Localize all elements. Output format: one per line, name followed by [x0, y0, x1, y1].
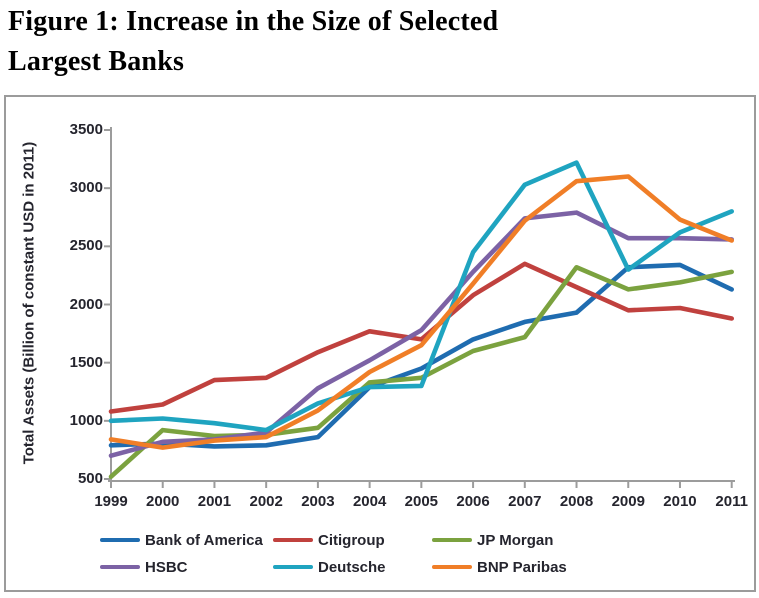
x-tick-label: 2006 — [456, 493, 490, 510]
legend-item-bank-of-america: Bank of America — [100, 530, 263, 550]
x-tick-label: 2009 — [611, 493, 645, 510]
chart-frame — [4, 95, 756, 592]
x-tick-label: 2010 — [663, 493, 697, 510]
legend-label: Deutsche — [318, 558, 386, 576]
legend-line-swatch-icon — [432, 537, 472, 543]
legend-label: JP Morgan — [477, 531, 554, 549]
figure-title-line2: Largest Banks — [8, 46, 185, 77]
legend-label: HSBC — [145, 558, 188, 576]
legend-line-swatch-icon — [100, 564, 140, 570]
y-axis-title: Total Assets (Billion of constant USD in… — [20, 141, 38, 465]
legend-item-bnp-paribas: BNP Paribas — [432, 557, 567, 577]
y-tick-label: 500 — [77, 470, 103, 487]
legend-line-swatch-icon — [273, 537, 313, 543]
x-tick-label: 2008 — [559, 493, 594, 510]
legend-label: Bank of America — [145, 531, 263, 549]
legend-item-deutsche: Deutsche — [273, 557, 386, 577]
x-tick-label: 2003 — [301, 493, 335, 510]
y-tick-label: 1000 — [69, 411, 103, 429]
figure-title-line1: Figure 1: Increase in the Size of Select… — [8, 6, 499, 37]
legend-item-hsbc: HSBC — [100, 557, 188, 577]
y-tick-label: 3000 — [69, 179, 103, 197]
x-tick-label: 2007 — [508, 493, 542, 510]
y-tick-label: 3500 — [69, 121, 103, 138]
x-tick-label: 2004 — [352, 493, 387, 510]
x-tick-label: 2001 — [197, 493, 232, 510]
legend-label: Citigroup — [318, 531, 385, 549]
x-tick-label: 2011 — [715, 493, 748, 510]
y-tick-label: 1500 — [69, 353, 103, 371]
x-tick-label: 1999 — [94, 493, 128, 510]
y-tick-label: 2500 — [69, 237, 103, 255]
x-tick-label: 2000 — [146, 493, 180, 510]
legend-line-swatch-icon — [432, 564, 472, 570]
legend-item-jp-morgan: JP Morgan — [432, 530, 553, 550]
legend-line-swatch-icon — [273, 564, 313, 570]
figure-title: Figure 1: Increase in the Size of Select… — [8, 2, 748, 82]
legend-item-citigroup: Citigroup — [273, 530, 385, 550]
legend-label: BNP Paribas — [477, 558, 567, 576]
legend-line-swatch-icon — [100, 537, 140, 543]
x-tick-label: 2005 — [404, 493, 439, 510]
x-tick-label: 2002 — [249, 493, 283, 510]
y-tick-label: 2000 — [69, 295, 103, 313]
